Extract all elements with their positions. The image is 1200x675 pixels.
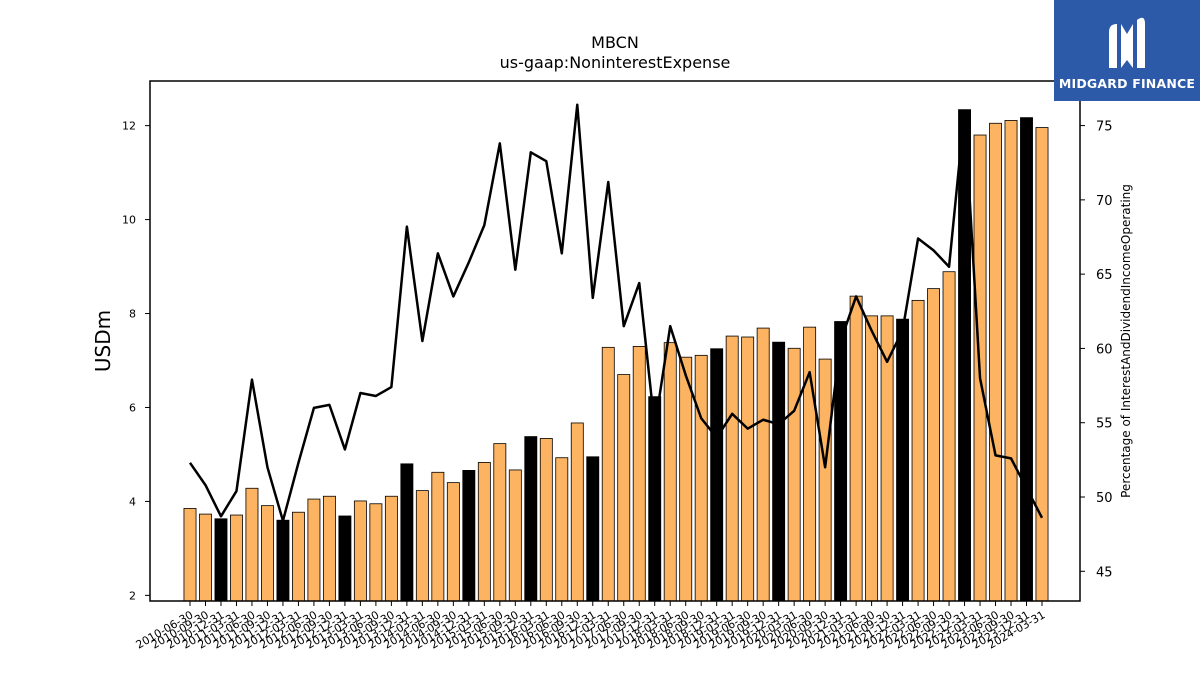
bar-2017-06-30: [617, 374, 631, 602]
bar-2012-09-30: [322, 495, 336, 602]
bar-2019-06-30: [741, 336, 755, 602]
y-axis-label: USDm: [91, 310, 115, 372]
bar-2012-03-31: [291, 511, 305, 602]
bar-2018-09-30: [694, 354, 708, 602]
right-tick-label: 55: [1096, 417, 1113, 432]
left-tick-label: 4: [129, 495, 136, 508]
bar-2014-12-31: [462, 470, 476, 602]
bar-2018-12-31: [710, 348, 724, 602]
bar-2020-03-31: [787, 347, 801, 602]
bar-2015-06-30: [493, 443, 507, 602]
bar-2011-12-31: [276, 519, 290, 602]
bar-2020-09-30: [818, 358, 832, 602]
bar-2019-03-31: [725, 335, 739, 602]
right-tick-label: 70: [1096, 194, 1113, 209]
bar-2016-06-30: [555, 457, 569, 602]
bar-2011-09-30: [261, 505, 274, 602]
bar-2022-09-30: [942, 271, 956, 602]
bar-2018-06-30: [679, 356, 693, 602]
bar-2011-03-31: [230, 514, 243, 602]
x-axis: 2010-06-302010-09-302010-12-312011-03-31…: [134, 601, 1048, 652]
bar-2014-03-31: [415, 490, 429, 602]
left-tick-label: 6: [129, 401, 136, 414]
line-series: [188, 103, 1044, 523]
chart-subtitle: us-gaap:NoninterestExpense: [500, 53, 731, 72]
left-tick-label: 2: [129, 589, 136, 602]
left-tick-label: 8: [129, 308, 136, 321]
bar-2010-06-30: [183, 508, 197, 602]
brand-logo: MIDGARD FINANCE: [1054, 0, 1200, 101]
bar-2020-06-30: [803, 326, 817, 602]
left-tick-label: 12: [122, 120, 136, 133]
bar-2022-06-30: [927, 288, 941, 602]
bar-2021-09-30: [880, 315, 894, 602]
bar-2017-09-30: [632, 346, 646, 602]
bar-2013-12-31: [400, 463, 414, 602]
left-axis: 2 4 6 8 10 12: [122, 120, 150, 602]
bar-2013-09-30: [384, 495, 398, 602]
right-tick-label: 75: [1096, 120, 1113, 135]
bar-2015-12-31: [524, 436, 538, 602]
bar-2019-12-31: [772, 341, 786, 602]
bar-2010-12-31: [214, 518, 228, 602]
right-tick-label: 60: [1096, 342, 1113, 357]
bar-2015-03-31: [477, 462, 491, 602]
bar-2023-09-30: [1004, 120, 1018, 602]
line-path: [188, 103, 1044, 523]
bar-2014-09-30: [446, 482, 460, 602]
bar-2024-03-31: [1035, 127, 1049, 602]
right-tick-label: 45: [1096, 565, 1113, 580]
bar-2014-06-30: [431, 471, 445, 602]
bar-2010-09-30: [199, 513, 212, 602]
bar-2012-06-30: [307, 498, 321, 602]
bar-2016-12-31: [586, 456, 600, 602]
y2-axis-label: Percentage of InterestAndDividendIncomeO…: [1119, 184, 1133, 498]
right-axis: 45 50 55 60 65 70 75: [1080, 120, 1113, 580]
left-tick-label: 10: [122, 214, 136, 227]
bar-series: [183, 109, 1049, 602]
brand-name: MIDGARD FINANCE: [1058, 76, 1196, 91]
chart-title: MBCN: [591, 33, 639, 52]
right-tick-label: 50: [1096, 491, 1113, 506]
bar-2023-12-31: [1020, 117, 1033, 602]
midgard-logo-icon: [1109, 17, 1145, 68]
bar-2017-03-31: [601, 346, 615, 602]
bar-2013-03-31: [353, 500, 367, 602]
bar-2023-06-30: [989, 122, 1002, 602]
bar-2012-12-31: [338, 515, 352, 602]
right-tick-label: 65: [1096, 268, 1113, 283]
bar-2022-03-31: [911, 299, 925, 602]
bar-2019-09-30: [756, 327, 770, 602]
bar-2021-12-31: [896, 318, 910, 602]
bar-2021-06-30: [865, 315, 879, 602]
bar-2013-06-30: [369, 503, 383, 602]
bar-2016-09-30: [570, 422, 584, 602]
bar-2011-06-30: [245, 487, 259, 602]
bar-2015-09-30: [508, 469, 522, 602]
bar-2021-03-31: [849, 295, 863, 602]
plot-frame: [149, 80, 1081, 602]
bar-2016-03-31: [539, 438, 553, 602]
bar-2020-12-31: [834, 321, 848, 602]
bar-2018-03-31: [663, 342, 677, 602]
